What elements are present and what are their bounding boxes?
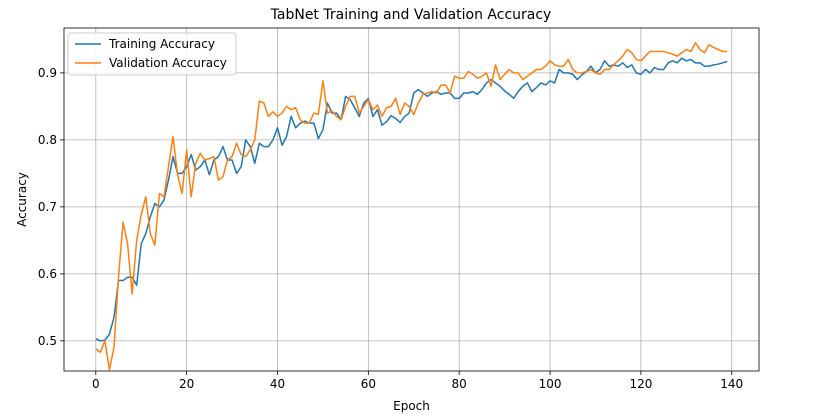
x-axis-label: Epoch — [393, 399, 430, 413]
grid — [64, 28, 759, 371]
x-tick-label: 80 — [452, 377, 467, 391]
y-tick-label: 0.6 — [38, 267, 57, 281]
chart-title: TabNet Training and Validation Accuracy — [270, 7, 552, 23]
y-tick-label: 0.5 — [38, 334, 57, 348]
series-line-0 — [95, 57, 728, 342]
legend-label-1: Validation Accuracy — [109, 56, 227, 70]
legend-box — [67, 32, 237, 76]
series-line-1 — [95, 41, 728, 371]
y-tick-label: 0.7 — [38, 200, 57, 214]
x-tick-label: 0 — [92, 377, 100, 391]
x-tick-label: 100 — [539, 377, 562, 391]
x-axis: 0 20 40 60 80 100 120 140 — [92, 371, 743, 391]
x-tick-label: 120 — [629, 377, 652, 391]
series-layer — [95, 41, 728, 371]
x-tick-label: 60 — [361, 377, 376, 391]
x-tick-label: 140 — [720, 377, 743, 391]
legend-label-0: Training Accuracy — [108, 37, 215, 51]
x-tick-label: 40 — [270, 377, 285, 391]
plot-frame — [63, 27, 760, 372]
y-tick-label: 0.9 — [38, 66, 57, 80]
y-axis: 0.5 0.6 0.7 0.8 0.9 — [38, 66, 64, 348]
y-tick-label: 0.8 — [38, 133, 57, 147]
legend: Training Accuracy Validation Accuracy — [67, 32, 237, 76]
y-axis-label: Accuracy — [15, 172, 29, 227]
x-tick-label: 20 — [179, 377, 194, 391]
